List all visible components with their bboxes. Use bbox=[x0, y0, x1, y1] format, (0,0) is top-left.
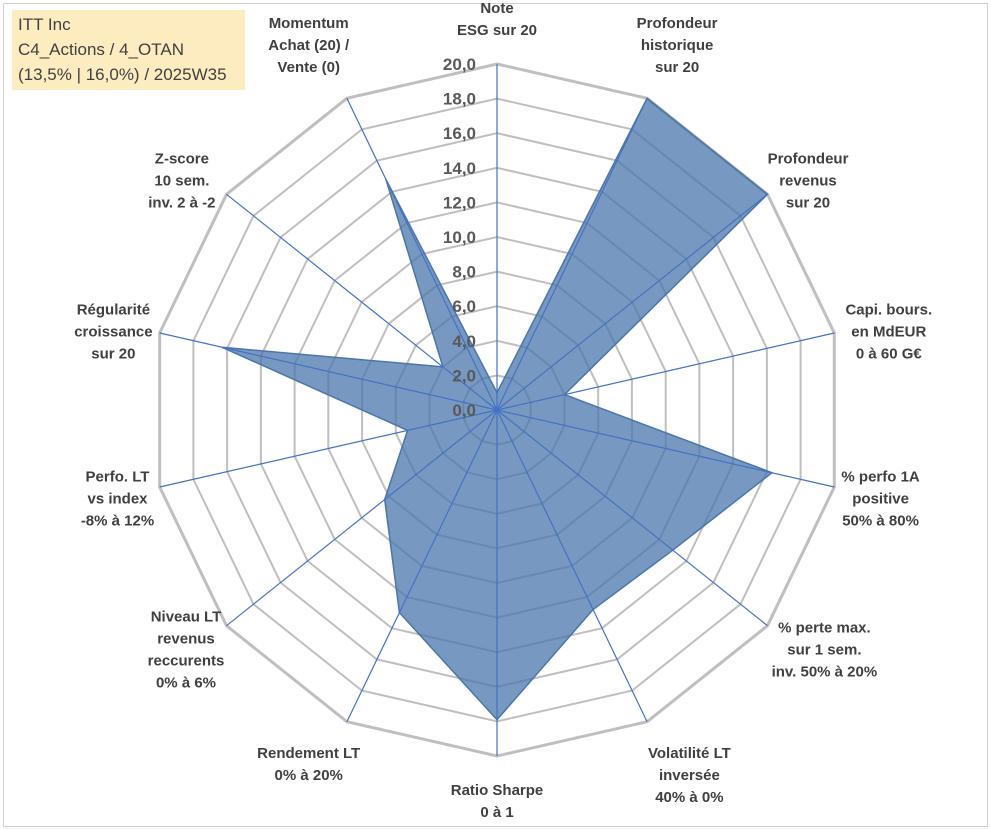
radial-tick-label: 0,0 bbox=[452, 401, 476, 420]
axis-label-line: Niveau LT bbox=[151, 608, 222, 625]
axis-label-line: inv. 2 à -2 bbox=[148, 195, 215, 212]
axis-label-line: Z-score bbox=[155, 151, 209, 168]
axis-label-line: Capi. bours. bbox=[845, 301, 932, 318]
axis-spoke bbox=[159, 409, 498, 488]
axis-label-line: -8% à 12% bbox=[81, 513, 154, 530]
radial-tick-label: 12,0 bbox=[443, 193, 476, 212]
axis-label: Rendement LT 0% à 20% bbox=[257, 745, 360, 784]
axis-label-line: historique bbox=[641, 37, 714, 54]
axis-spoke bbox=[346, 409, 498, 722]
radial-tick-label: 10,0 bbox=[443, 228, 476, 247]
axis-label-line: 50% à 80% bbox=[842, 513, 919, 530]
axis-label-line: sur 20 bbox=[91, 345, 135, 362]
axis-spoke bbox=[346, 98, 498, 411]
axis-label-line: Profondeur bbox=[768, 151, 849, 168]
axis-label-line: Momentum bbox=[269, 15, 349, 32]
axis-label-line: Perfo. LT bbox=[86, 469, 150, 486]
axis-label-line: 0 à 60 G€ bbox=[856, 345, 923, 362]
radial-tick-label: 6,0 bbox=[452, 297, 476, 316]
axis-label-line: Achat (20) / bbox=[268, 37, 350, 54]
axis-label: Note ESG sur 20 bbox=[457, 0, 537, 39]
axis-label-line: revenus bbox=[779, 173, 837, 190]
axis-label-line: 0% à 20% bbox=[275, 767, 343, 784]
axis-label: Profondeur historique sur 20 bbox=[637, 15, 718, 76]
axis-label: Volatilité LT inversée 40% à 0% bbox=[648, 745, 731, 806]
axis-label: Capi. bours. en MdEUR 0 à 60 G€ bbox=[845, 301, 932, 362]
axis-label: Profondeur revenus sur 20 bbox=[768, 151, 849, 212]
axis-label-line: Ratio Sharpe bbox=[451, 782, 544, 799]
portfolio-label: C4_Actions / 4_OTAN bbox=[18, 40, 184, 59]
axis-spoke bbox=[159, 332, 498, 411]
axis-label: Niveau LT revenus reccurents 0% à 6% bbox=[148, 608, 225, 691]
radial-tick-label: 16,0 bbox=[443, 124, 476, 143]
radial-tick-label: 2,0 bbox=[452, 366, 476, 385]
radial-tick-label: 14,0 bbox=[443, 159, 476, 178]
axis-label-line: Rendement LT bbox=[257, 745, 360, 762]
axis-label-line: Profondeur bbox=[637, 15, 718, 32]
radial-tick-label: 18,0 bbox=[443, 90, 476, 109]
axis-label-line: % perte max. bbox=[778, 619, 871, 636]
axis-label-line: sur 20 bbox=[655, 59, 699, 76]
axis-spoke bbox=[496, 193, 768, 411]
axis-label-line: revenus bbox=[157, 630, 215, 647]
axis-label-line: vs index bbox=[87, 491, 148, 508]
axis-label-line: positive bbox=[852, 491, 909, 508]
axis-label-line: inv. 50% à 20% bbox=[772, 663, 878, 680]
axis-label-line: ESG sur 20 bbox=[457, 22, 537, 39]
axis-spoke bbox=[226, 409, 498, 627]
axis-label-line: croissance bbox=[74, 323, 152, 340]
axis-label-line: 10 sem. bbox=[154, 173, 209, 190]
axis-label-line: reccurents bbox=[148, 652, 225, 669]
axis-label-line: Vente (0) bbox=[277, 59, 340, 76]
axis-label-line: 0% à 6% bbox=[156, 674, 216, 691]
axis-label: Perfo. LT vs index -8% à 12% bbox=[81, 469, 154, 530]
axis-spoke bbox=[226, 193, 498, 411]
axis-label: Régularité croissance sur 20 bbox=[74, 301, 152, 362]
axis-label-line: Volatilité LT bbox=[648, 745, 731, 762]
axis-spoke bbox=[496, 409, 648, 722]
axis-spoke bbox=[496, 409, 835, 488]
axis-label-line: en MdEUR bbox=[851, 323, 926, 340]
axis-label-line: sur 20 bbox=[786, 195, 830, 212]
axis-label: % perte max. sur 1 sem. inv. 50% à 20% bbox=[772, 619, 878, 680]
radial-tick-label: 20,0 bbox=[443, 55, 476, 74]
axis-label-line: inversée bbox=[659, 767, 720, 784]
axis-label-line: sur 1 sem. bbox=[787, 641, 861, 658]
radial-tick-label: 4,0 bbox=[452, 332, 476, 351]
axis-label-line: 40% à 0% bbox=[655, 789, 723, 806]
axis-label-line: Régularité bbox=[77, 301, 150, 318]
radial-tick-label: 8,0 bbox=[452, 263, 476, 282]
company-name: ITT Inc bbox=[18, 15, 71, 34]
axis-label: Ratio Sharpe 0 à 1 bbox=[451, 782, 544, 821]
axis-spoke bbox=[496, 409, 768, 627]
axis-label: % perfo 1A positive 50% à 80% bbox=[841, 469, 920, 530]
axis-label: Z-score 10 sem. inv. 2 à -2 bbox=[148, 151, 215, 212]
axis-label-line: Note bbox=[480, 0, 513, 17]
info-box: ITT Inc C4_Actions / 4_OTAN (13,5% | 16,… bbox=[12, 10, 245, 90]
axis-label: Momentum Achat (20) / Vente (0) bbox=[268, 15, 350, 76]
axis-label-line: % perfo 1A bbox=[841, 469, 920, 486]
axis-spoke bbox=[496, 98, 648, 411]
period-label: (13,5% | 16,0%) / 2025W35 bbox=[18, 65, 227, 84]
axis-spoke bbox=[496, 332, 835, 411]
axis-label-line: 0 à 1 bbox=[480, 804, 513, 821]
